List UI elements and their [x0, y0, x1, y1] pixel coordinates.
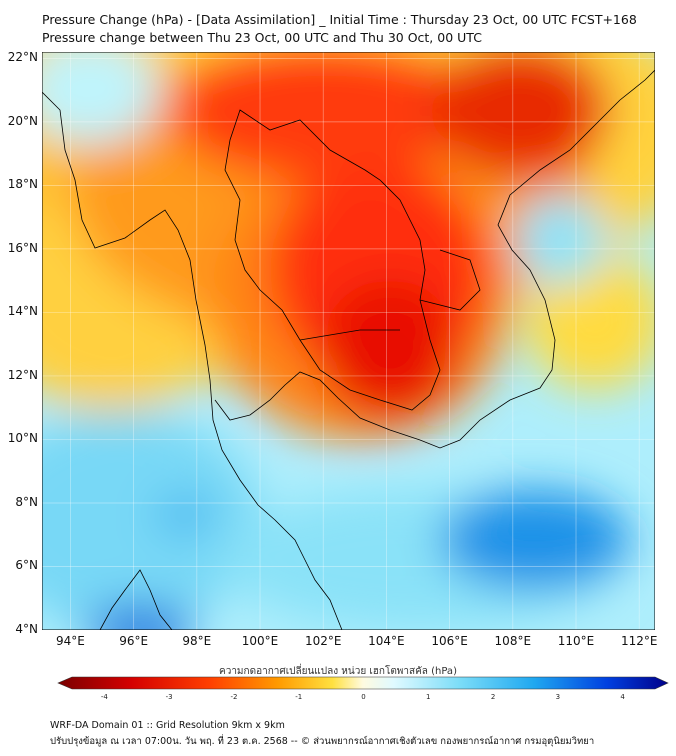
lat-label: 8°N — [15, 494, 38, 509]
colorbar-tick: -2 — [230, 693, 238, 701]
lat-label: 14°N — [7, 304, 38, 319]
map-title-line1: Pressure Change (hPa) - [Data Assimilati… — [42, 12, 637, 27]
lat-label: 20°N — [7, 113, 38, 128]
colorbar-tick: -4 — [100, 693, 108, 701]
colorbar-tick: 0 — [361, 693, 366, 701]
colorbar-label: ความกดอากาศเปลี่ยนแปลง หน่วย เฮกโตพาสคัล… — [219, 666, 457, 677]
lat-label: 16°N — [7, 240, 38, 255]
lat-label: 6°N — [15, 558, 38, 573]
colorbar-tick: -1 — [295, 693, 303, 701]
lat-label: 10°N — [7, 431, 38, 446]
lon-label: 110°E — [557, 634, 595, 648]
colorbar-tick: 3 — [555, 693, 561, 701]
lon-label: 94°E — [56, 634, 85, 648]
lon-label: 96°E — [119, 634, 149, 648]
colorbar-tick: 1 — [426, 693, 431, 701]
colorbar — [57, 676, 669, 690]
lon-label: 104°E — [368, 634, 405, 648]
colorbar-tick: -3 — [165, 693, 173, 701]
colorbar-tick: 4 — [620, 693, 625, 701]
coastlines — [42, 69, 655, 630]
lon-label: 112°E — [620, 634, 658, 648]
pressure-field — [42, 52, 655, 630]
colorbar-tick: 2 — [490, 693, 496, 701]
map-title-line2: Pressure change between Thu 23 Oct, 00 U… — [42, 30, 482, 45]
lon-label: 98°E — [182, 634, 212, 648]
footer-line1: WRF-DA Domain 01 :: Grid Resolution 9km … — [50, 720, 285, 731]
lon-label: 106°E — [431, 634, 468, 648]
lon-label: 100°E — [241, 634, 279, 648]
lat-label: 22°N — [7, 50, 38, 65]
lat-label: 12°N — [7, 367, 38, 382]
lon-label: 108°E — [494, 634, 532, 648]
footer-line2: ปรับปรุงข้อมูล ณ เวลา 07:00น. วัน พฤ. ที… — [50, 736, 595, 747]
lat-label: 18°N — [7, 177, 38, 192]
lon-label: 102°E — [304, 634, 342, 648]
lat-label: 4°N — [15, 622, 38, 636]
